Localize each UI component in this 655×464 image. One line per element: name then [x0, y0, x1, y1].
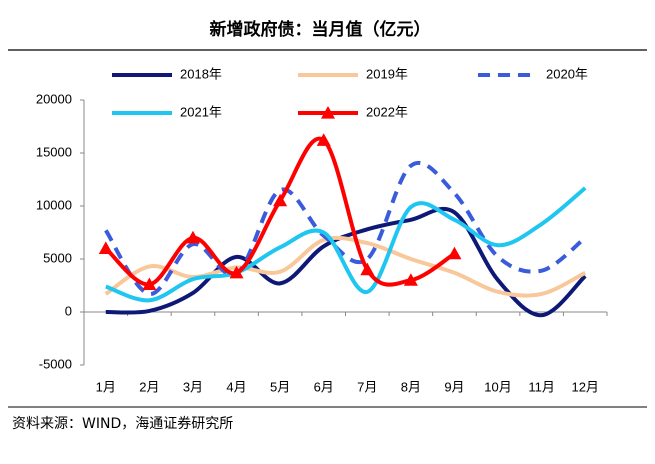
legend-label: 2019年: [366, 66, 408, 81]
legend-marker: [321, 106, 335, 119]
y-tick-label: 0: [65, 303, 72, 318]
chart-title: 新增政府债：当月值（亿元）: [210, 19, 431, 40]
x-tick-label: 10月: [484, 379, 511, 394]
marker: [403, 273, 418, 286]
y-tick-label: 15000: [36, 144, 72, 159]
series-line: [104, 235, 587, 298]
legend-label: 2022年: [366, 104, 408, 119]
x-tick-label: 9月: [444, 379, 464, 394]
x-tick-label: 12月: [571, 379, 598, 394]
y-tick-label: 10000: [36, 197, 72, 212]
x-tick-label: 2月: [139, 379, 159, 394]
x-tick-label: 4月: [226, 379, 246, 394]
y-tick-label: 5000: [43, 250, 72, 265]
series-line: [104, 136, 456, 287]
marker: [360, 262, 375, 276]
series-line: [105, 186, 587, 303]
x-tick-label: 8月: [401, 379, 421, 394]
x-tick-label: 7月: [357, 379, 377, 394]
legend-label: 2018年: [180, 66, 222, 81]
x-tick-label: 6月: [314, 379, 334, 394]
marker: [229, 265, 244, 279]
marker: [273, 193, 288, 207]
y-tick-label: 20000: [36, 91, 72, 106]
series-line: [105, 206, 587, 318]
legend-label: 2021年: [180, 104, 222, 119]
marker: [185, 230, 200, 244]
source: 资料来源：WIND，海通证券研究所: [12, 416, 233, 432]
legend-label: 2020年: [546, 66, 588, 81]
marker: [142, 277, 157, 291]
x-tick-label: 5月: [270, 379, 290, 394]
x-tick-label: 11月: [528, 379, 555, 394]
marker: [98, 241, 113, 254]
x-tick-label: 1月: [96, 379, 116, 394]
marker: [316, 133, 331, 146]
y-tick-label: -5000: [39, 356, 72, 371]
marker: [447, 246, 462, 260]
x-tick-label: 3月: [183, 379, 203, 394]
